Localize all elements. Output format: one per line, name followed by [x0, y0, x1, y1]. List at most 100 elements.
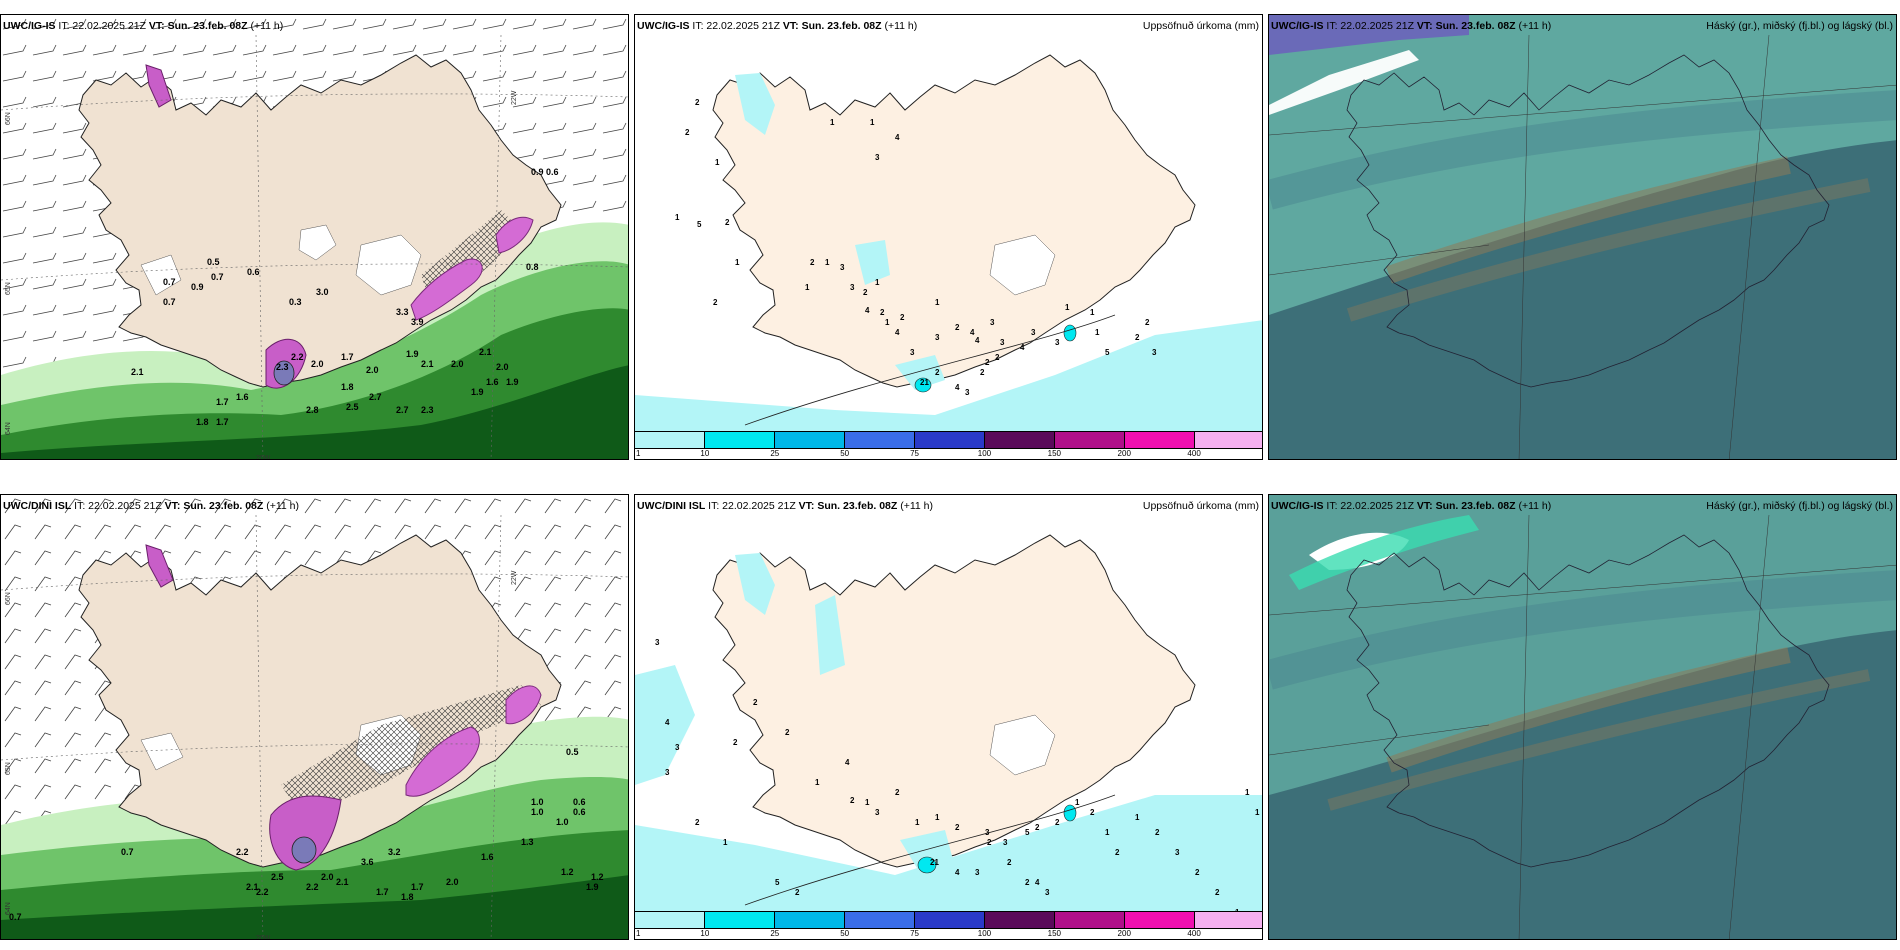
map-value-label: 4 [1035, 878, 1040, 887]
map-value-label: 2.8 [306, 405, 319, 415]
map-value-label: 2 [1195, 868, 1200, 877]
map-value-label: 2 [1090, 808, 1095, 817]
map-value-label: 1 [675, 213, 680, 222]
map-value-label: 1.0 [531, 797, 544, 807]
axis-tick-label: 66N [5, 592, 12, 605]
map-value-label: 2 [900, 313, 905, 322]
map-value-label: 5 [775, 878, 780, 887]
map-value-label: 0.5 [207, 257, 220, 267]
axis-tick-label: 64N [5, 422, 12, 435]
colorbar-swatch [915, 912, 985, 928]
map-value-label: 1 [735, 258, 740, 267]
map-value-label: 2.0 [446, 877, 459, 887]
map-value-label: 2.1 [131, 367, 144, 377]
map-value-label: 1 [1135, 813, 1140, 822]
map-value-label: 2.0 [366, 365, 379, 375]
colorbar-swatch [985, 912, 1055, 928]
map-value-label: 2 [713, 298, 718, 307]
map-value-label: 1 [935, 298, 940, 307]
map-value-label: 1.3 [521, 837, 534, 847]
colorbar-swatch [705, 912, 775, 928]
map-value-label: 3 [675, 743, 680, 752]
colorbar-tick-label: 75 [910, 929, 919, 938]
panel-header: UWC/IG-IS IT: 22.02.2025 21Z VT: Sun. 23… [637, 20, 918, 32]
map-value-label: 1 [1095, 328, 1100, 337]
map-value-label: 4 [895, 328, 900, 337]
map-value-label: 1.0 [556, 817, 569, 827]
map-value-label: 1 [1245, 788, 1250, 797]
colorbar-swatch [1195, 432, 1262, 448]
panel-header: UWC/IG-IS IT: 22.02.2025 21Z VT: Sun. 23… [3, 20, 284, 32]
axis-tick-label: 64N [5, 902, 12, 915]
cloud-map [1269, 495, 1896, 939]
map-value-label: 2 [1145, 318, 1150, 327]
map-value-label: 2.1 [421, 359, 434, 369]
map-value-label: 2 [880, 308, 885, 317]
map-value-label: 1.8 [341, 382, 354, 392]
panel-header: UWC/DINI ISL IT: 22.02.2025 21Z VT: Sun.… [637, 500, 934, 512]
map-value-label: 1 [723, 838, 728, 847]
axis-tick-label: 22W [511, 90, 518, 105]
panel-header: UWC/IG-IS IT: 22.02.2025 21Z VT: Sun. 23… [1271, 20, 1552, 32]
map-value-label: 2.0 [311, 359, 324, 369]
map-value-label: 0.7 [163, 277, 176, 287]
colorbar-tick-label: 150 [1047, 449, 1062, 458]
map-value-label: 4 [955, 868, 960, 877]
map-value-label: 1.7 [216, 417, 229, 427]
colorbar-swatch [775, 432, 845, 448]
map-value-label: 1 [885, 318, 890, 327]
map-value-label: 2 [1035, 823, 1040, 832]
cloud-panel-row1: UWC/IG-IS IT: 22.02.2025 21Z VT: Sun. 23… [1268, 14, 1897, 460]
map-value-label: 3 [910, 348, 915, 357]
cloud-panel-row2: UWC/IG-IS IT: 22.02.2025 21Z VT: Sun. 23… [1268, 494, 1897, 940]
map-value-label: 1 [1065, 303, 1070, 312]
map-value-label: 1 [870, 118, 875, 127]
colorbar-swatch [985, 432, 1055, 448]
map-value-label: 3 [1055, 338, 1060, 347]
colorbar-tick-label: 200 [1117, 449, 1131, 458]
map-value-label: 2.3 [421, 405, 434, 415]
map-value-label: 1 [915, 818, 920, 827]
map-value-label: 2.2 [256, 887, 269, 897]
map-value-label: 1.9 [471, 387, 484, 397]
map-value-label: 1.6 [481, 852, 494, 862]
map-value-label: 2 [685, 128, 690, 137]
map-value-label: 4 [845, 758, 850, 767]
map-value-label: 1 [935, 813, 940, 822]
panel-title: Háský (gr.), miðský (fj.bl.) og lágský (… [1706, 20, 1893, 32]
map-value-label: 3 [875, 153, 880, 162]
axis-tick-label: 22W [511, 570, 518, 585]
map-value-label: 1 [875, 278, 880, 287]
map-value-label: 5 [697, 220, 702, 229]
map-value-label: 4 [665, 718, 670, 727]
map-value-label: 2.7 [369, 392, 382, 402]
map-value-label: 0.6 [573, 807, 586, 817]
map-value-label: 1.7 [411, 882, 424, 892]
map-value-label: 2 [753, 698, 758, 707]
map-value-label: 3.2 [388, 847, 401, 857]
map-value-label: 1.2 [591, 872, 604, 882]
colorbar-swatch [1055, 432, 1125, 448]
colorbar-tick-label: 1 [636, 929, 641, 938]
map-value-label: 3 [1175, 848, 1180, 857]
map-value-label: 4 [970, 328, 975, 337]
map-value-label: 2 [935, 368, 940, 377]
colorbar-swatch [1125, 432, 1195, 448]
map-value-label: 1 [1075, 798, 1080, 807]
colorbar-swatch [915, 432, 985, 448]
map-value-label: 3 [1031, 328, 1036, 337]
map-value-label: 4 [975, 336, 980, 345]
map-value-label: 0.5 [566, 747, 579, 757]
map-value-label: 2 [955, 823, 960, 832]
map-value-label: 2 [1215, 888, 1220, 897]
map-value-label: 2 [695, 818, 700, 827]
map-value-label: 2 [785, 728, 790, 737]
panel-header: UWC/IG-IS IT: 22.02.2025 21Z VT: Sun. 23… [1271, 500, 1552, 512]
map-value-label: 1.6 [486, 377, 499, 387]
map-value-label: 2.1 [336, 877, 349, 887]
colorbar: 1 10 25 50 75 100 150 200 400 [635, 431, 1262, 459]
wind-panel-row2: UWC/DINI ISL IT: 22.02.2025 21Z VT: Sun.… [0, 494, 629, 940]
map-value-label: 0.9 [191, 282, 204, 292]
map-value-label: 2 [695, 98, 700, 107]
